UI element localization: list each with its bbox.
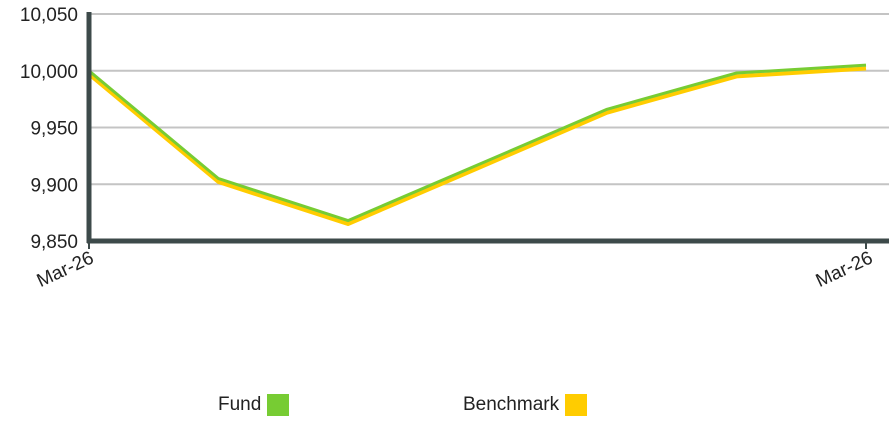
x-axis-tick-labels: Mar-26 Mar-26 <box>34 247 876 291</box>
y-tick-label: 10,050 <box>20 5 78 26</box>
legend-label-fund: Fund <box>218 394 262 415</box>
series-lines <box>87 63 867 226</box>
y-tick-label: 10,000 <box>20 62 78 83</box>
y-axis-tick-labels: 9,850 9,900 9,950 10,000 10,050 <box>20 5 78 253</box>
axes <box>86 12 889 249</box>
series-line-benchmark <box>87 66 867 226</box>
y-tick-label: 9,850 <box>30 232 78 253</box>
series-line-fund <box>88 63 867 223</box>
legend: Fund Benchmark <box>0 394 889 424</box>
grid-lines <box>89 13 889 186</box>
legend-item-fund: Fund <box>218 394 290 416</box>
line-chart: 9,850 9,900 9,950 10,000 10,050 Mar-26 Mar-2… <box>20 5 889 292</box>
y-tick-label: 9,950 <box>30 119 78 140</box>
x-tick-label-start: Mar-26 <box>34 247 97 291</box>
legend-item-benchmark: Benchmark <box>463 394 588 416</box>
legend-swatch-benchmark <box>565 394 588 416</box>
legend-swatch-fund <box>267 394 290 416</box>
y-tick-label: 9,900 <box>30 175 78 196</box>
x-tick-label-end: Mar-26 <box>813 247 876 291</box>
legend-label-benchmark: Benchmark <box>463 394 560 415</box>
